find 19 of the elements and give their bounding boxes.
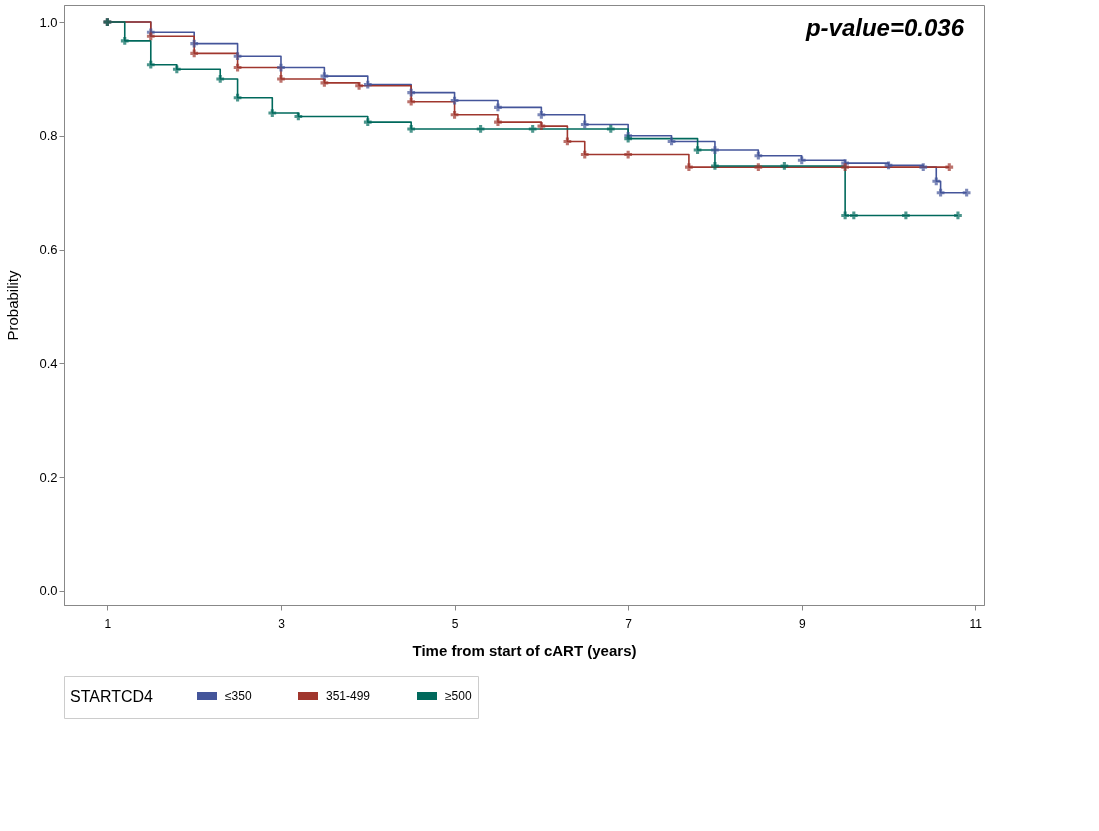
x-tick-label: 5: [451, 616, 459, 631]
x-tick-label: 9: [798, 616, 806, 631]
x-tick-label: 11: [969, 616, 983, 631]
legend-title: STARTCD4: [70, 688, 154, 705]
y-tick-label: 0.8: [39, 128, 58, 144]
annotation: p-value=0.036: [804, 14, 965, 41]
y-tick-label: 0.6: [39, 242, 58, 258]
x-tick-label: 7: [625, 616, 633, 631]
x-tick-label: 1: [104, 616, 112, 631]
legend-label: 351-499: [326, 689, 371, 703]
y-tick-label: 0.0: [39, 583, 58, 599]
x-axis-title: Time from start of cART (years): [412, 641, 637, 659]
y-axis-title: Probability: [4, 269, 22, 341]
x-tick-label: 3: [278, 616, 286, 631]
legend-label: ≥500: [445, 689, 472, 703]
y-tick-label: 0.4: [39, 355, 58, 371]
y-tick-label: 1.0: [39, 14, 58, 30]
legend-label: ≤350: [225, 689, 252, 703]
y-tick-label: 0.2: [39, 469, 58, 485]
